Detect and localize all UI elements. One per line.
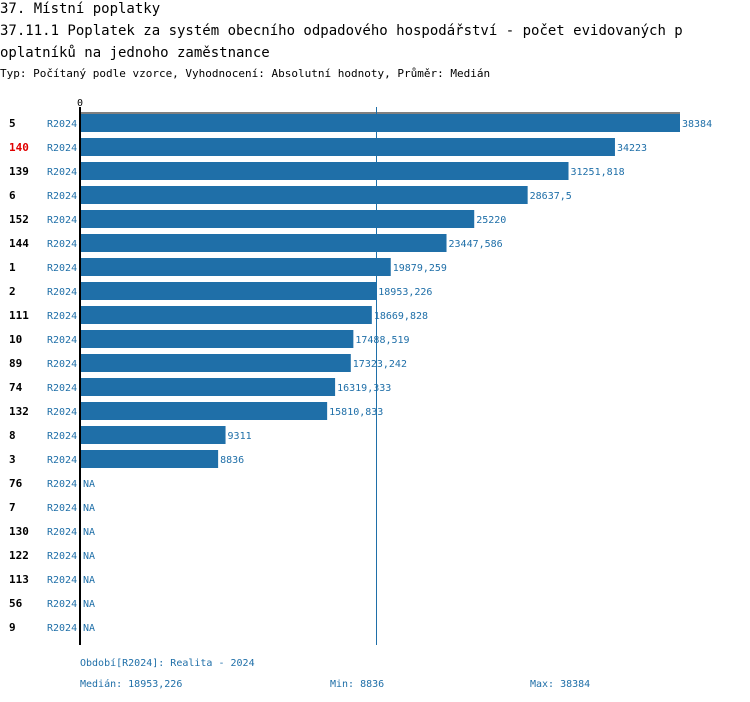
bar-value-label: 18669,828 bbox=[374, 311, 428, 322]
row-id-label: 56 bbox=[9, 597, 23, 610]
row-id-label: 113 bbox=[9, 573, 29, 586]
row-period-label: R2024 bbox=[47, 191, 77, 202]
row-period-label: R2024 bbox=[47, 239, 77, 250]
bar-value-label: NA bbox=[83, 623, 95, 634]
x-axis-zero-label: 0 bbox=[77, 98, 83, 109]
row-id-label: 10 bbox=[9, 333, 22, 346]
bar-value-label: 19879,259 bbox=[393, 263, 447, 274]
bar bbox=[80, 234, 447, 252]
bar-value-label: NA bbox=[83, 599, 95, 610]
bar-value-label: 28637,5 bbox=[530, 191, 572, 202]
bar-value-label: 18953,226 bbox=[378, 287, 432, 298]
row-period-label: R2024 bbox=[47, 359, 77, 370]
row-period-label: R2024 bbox=[47, 143, 77, 154]
section-title: 37. Místní poplatky bbox=[0, 1, 161, 17]
bar bbox=[80, 138, 615, 156]
bar bbox=[80, 186, 528, 204]
row-id-label: 122 bbox=[9, 549, 29, 562]
row-id-label: 139 bbox=[9, 165, 29, 178]
bar bbox=[80, 162, 569, 180]
row-id-label: 152 bbox=[9, 213, 29, 226]
bar-value-label: 15810,833 bbox=[329, 407, 383, 418]
footer-min: Min: 8836 bbox=[330, 679, 385, 690]
bar-value-label: NA bbox=[83, 575, 95, 586]
row-id-label: 74 bbox=[9, 381, 23, 394]
bar-value-label: 23447,586 bbox=[449, 239, 503, 250]
chart-title-line1: 37.11.1 Poplatek za systém obecního odpa… bbox=[0, 23, 683, 39]
row-period-label: R2024 bbox=[47, 431, 77, 442]
bar-value-label: 31251,818 bbox=[571, 167, 625, 178]
bar-value-label: 25220 bbox=[476, 215, 506, 226]
row-period-label: R2024 bbox=[47, 575, 77, 586]
bar bbox=[80, 210, 475, 228]
bar bbox=[80, 354, 351, 372]
bar bbox=[80, 330, 354, 348]
row-period-label: R2024 bbox=[47, 383, 77, 394]
row-period-label: R2024 bbox=[47, 623, 77, 634]
row-id-label: 144 bbox=[9, 237, 29, 250]
row-id-label: 8 bbox=[9, 429, 16, 442]
bar bbox=[80, 426, 226, 444]
row-period-label: R2024 bbox=[47, 167, 77, 178]
row-period-label: R2024 bbox=[47, 215, 77, 226]
bar bbox=[80, 114, 680, 132]
bar-value-label: NA bbox=[83, 503, 95, 514]
row-period-label: R2024 bbox=[47, 455, 77, 466]
row-period-label: R2024 bbox=[47, 335, 77, 346]
row-period-label: R2024 bbox=[47, 479, 77, 490]
row-period-label: R2024 bbox=[47, 263, 77, 274]
bar-value-label: 38384 bbox=[682, 119, 712, 130]
bar-value-label: 17488,519 bbox=[355, 335, 409, 346]
row-period-label: R2024 bbox=[47, 599, 77, 610]
bar-value-label: 9311 bbox=[228, 431, 252, 442]
footer-period-note: Období[R2024]: Realita - 2024 bbox=[80, 658, 255, 669]
row-period-label: R2024 bbox=[47, 527, 77, 538]
row-period-label: R2024 bbox=[47, 311, 77, 322]
row-id-label: 5 bbox=[9, 117, 16, 130]
row-period-label: R2024 bbox=[47, 407, 77, 418]
row-id-label: 2 bbox=[9, 285, 16, 298]
bar bbox=[80, 402, 328, 420]
bar-value-label: 16319,333 bbox=[337, 383, 391, 394]
footer-max: Max: 38384 bbox=[530, 679, 591, 690]
row-id-label: 111 bbox=[9, 309, 29, 322]
bar-value-label: 8836 bbox=[220, 455, 244, 466]
bar bbox=[80, 258, 391, 276]
bar-value-label: 17323,242 bbox=[353, 359, 407, 370]
row-id-label: 7 bbox=[9, 501, 16, 514]
chart-title-line2: oplatníků na jednoho zaměstnance bbox=[0, 45, 270, 61]
bar-value-label: NA bbox=[83, 527, 95, 538]
row-id-label: 3 bbox=[9, 453, 16, 466]
footer-median: Medián: 18953,226 bbox=[80, 679, 183, 690]
bar bbox=[80, 450, 219, 468]
row-id-label: 132 bbox=[9, 405, 29, 418]
row-id-label: 130 bbox=[9, 525, 29, 538]
row-id-label: 140 bbox=[9, 141, 29, 154]
row-id-label: 76 bbox=[9, 477, 23, 490]
row-id-label: 1 bbox=[9, 261, 16, 274]
bar bbox=[80, 378, 336, 396]
row-period-label: R2024 bbox=[47, 551, 77, 562]
bar bbox=[80, 282, 377, 300]
row-period-label: R2024 bbox=[47, 503, 77, 514]
row-id-label: 6 bbox=[9, 189, 16, 202]
bar-value-label: NA bbox=[83, 479, 95, 490]
bar-value-label: 34223 bbox=[617, 143, 647, 154]
row-period-label: R2024 bbox=[47, 119, 77, 130]
bar bbox=[80, 306, 372, 324]
row-id-label: 89 bbox=[9, 357, 22, 370]
bar-value-label: NA bbox=[83, 551, 95, 562]
chart-subtitle: Typ: Počítaný podle vzorce, Vyhodnocení:… bbox=[0, 67, 491, 80]
row-period-label: R2024 bbox=[47, 287, 77, 298]
row-id-label: 9 bbox=[9, 621, 16, 634]
